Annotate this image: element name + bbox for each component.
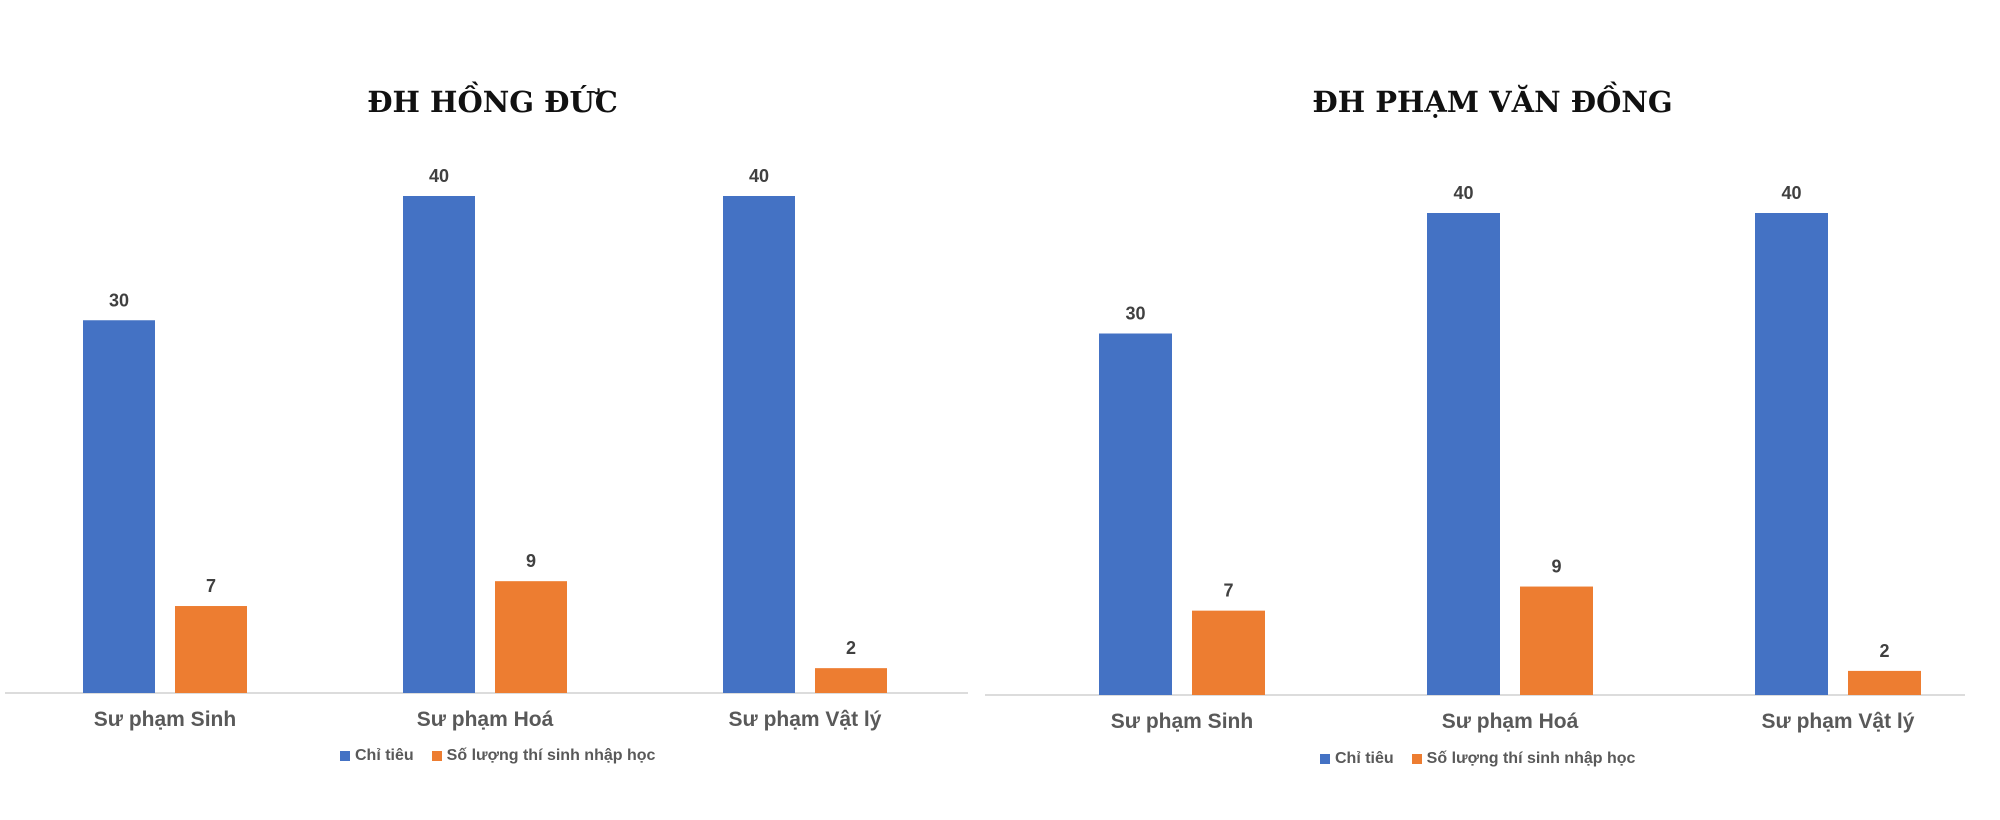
chart-title: ĐH HỒNG ĐỨC [367,85,618,119]
data-label: 40 [749,166,769,186]
category-label: Sư phạm Hoá [1442,710,1579,733]
legend-item: Số lượng thí sinh nhập học [1411,750,1636,768]
bar-chi-tieu [83,320,155,693]
data-label: 9 [1551,557,1561,577]
legend-label: Số lượng thí sinh nhập học [446,747,656,764]
data-label: 40 [1453,183,1473,203]
bar-nhap-hoc [1520,586,1593,695]
data-label: 2 [1879,641,1889,661]
bar-chi-tieu [1427,213,1500,695]
data-label: 30 [1125,304,1145,324]
category-label: Sư phạm Hoá [417,708,554,731]
chart-title: ĐH PHẠM VĂN ĐỒNG [1312,85,1673,119]
data-label: 30 [109,290,129,310]
legend-item: Chỉ tiêu [340,747,414,765]
chart-hong-duc: ĐH HỒNG ĐỨC 30 7 Sư phạm Sinh 40 9 Sư phạm Ho… [0,0,985,820]
legend-swatch-orange [1411,754,1422,764]
category-label: Sư phạm Sinh [94,708,236,731]
bar-plot: 30 7 Sư phạm Sinh 40 9 Sư phạm Hoá 40 2 Sư phạm … [985,183,1965,733]
legend-label: Chỉ tiêu [1335,750,1394,767]
legend-label: Chỉ tiêu [355,747,414,764]
data-label: 7 [206,576,216,596]
legend-item: Số lượng thí sinh nhập học [431,747,656,765]
bar-nhap-hoc [1192,610,1265,695]
bar-nhap-hoc [1848,670,1921,695]
legend-swatch-orange [431,751,442,761]
data-label: 9 [526,551,536,571]
legend-label: Số lượng thí sinh nhập học [1426,750,1636,767]
bar-nhap-hoc [815,668,887,693]
data-label: 2 [846,638,856,658]
legend-swatch-blue [1320,754,1330,764]
data-label: 40 [429,166,449,186]
data-label: 40 [1781,183,1801,203]
chart-pham-van-dong: ĐH PHẠM VĂN ĐỒNG 30 7 Sư phạm Sinh 40 9 Sư ph… [985,0,2000,820]
bar-chi-tieu [723,196,795,693]
category-label: Sư phạm Vật lý [1762,710,1915,733]
bar-plot: 30 7 Sư phạm Sinh 40 9 Sư phạm Hoá 40 2 Sư phạm … [5,166,968,731]
bar-chi-tieu [1755,213,1828,695]
bar-chi-tieu [403,196,475,693]
bar-nhap-hoc [495,581,567,693]
legend-swatch-blue [340,751,350,761]
category-label: Sư phạm Sinh [1111,710,1253,733]
legend-item: Chỉ tiêu [1320,750,1394,768]
legend: Chỉ tiêu Số lượng thí sinh nhập học [1320,750,1635,768]
data-label: 7 [1223,581,1233,601]
category-label: Sư phạm Vật lý [729,708,882,731]
bar-nhap-hoc [175,606,247,693]
bar-chi-tieu [1099,333,1172,695]
legend: Chỉ tiêu Số lượng thí sinh nhập học [340,747,655,765]
